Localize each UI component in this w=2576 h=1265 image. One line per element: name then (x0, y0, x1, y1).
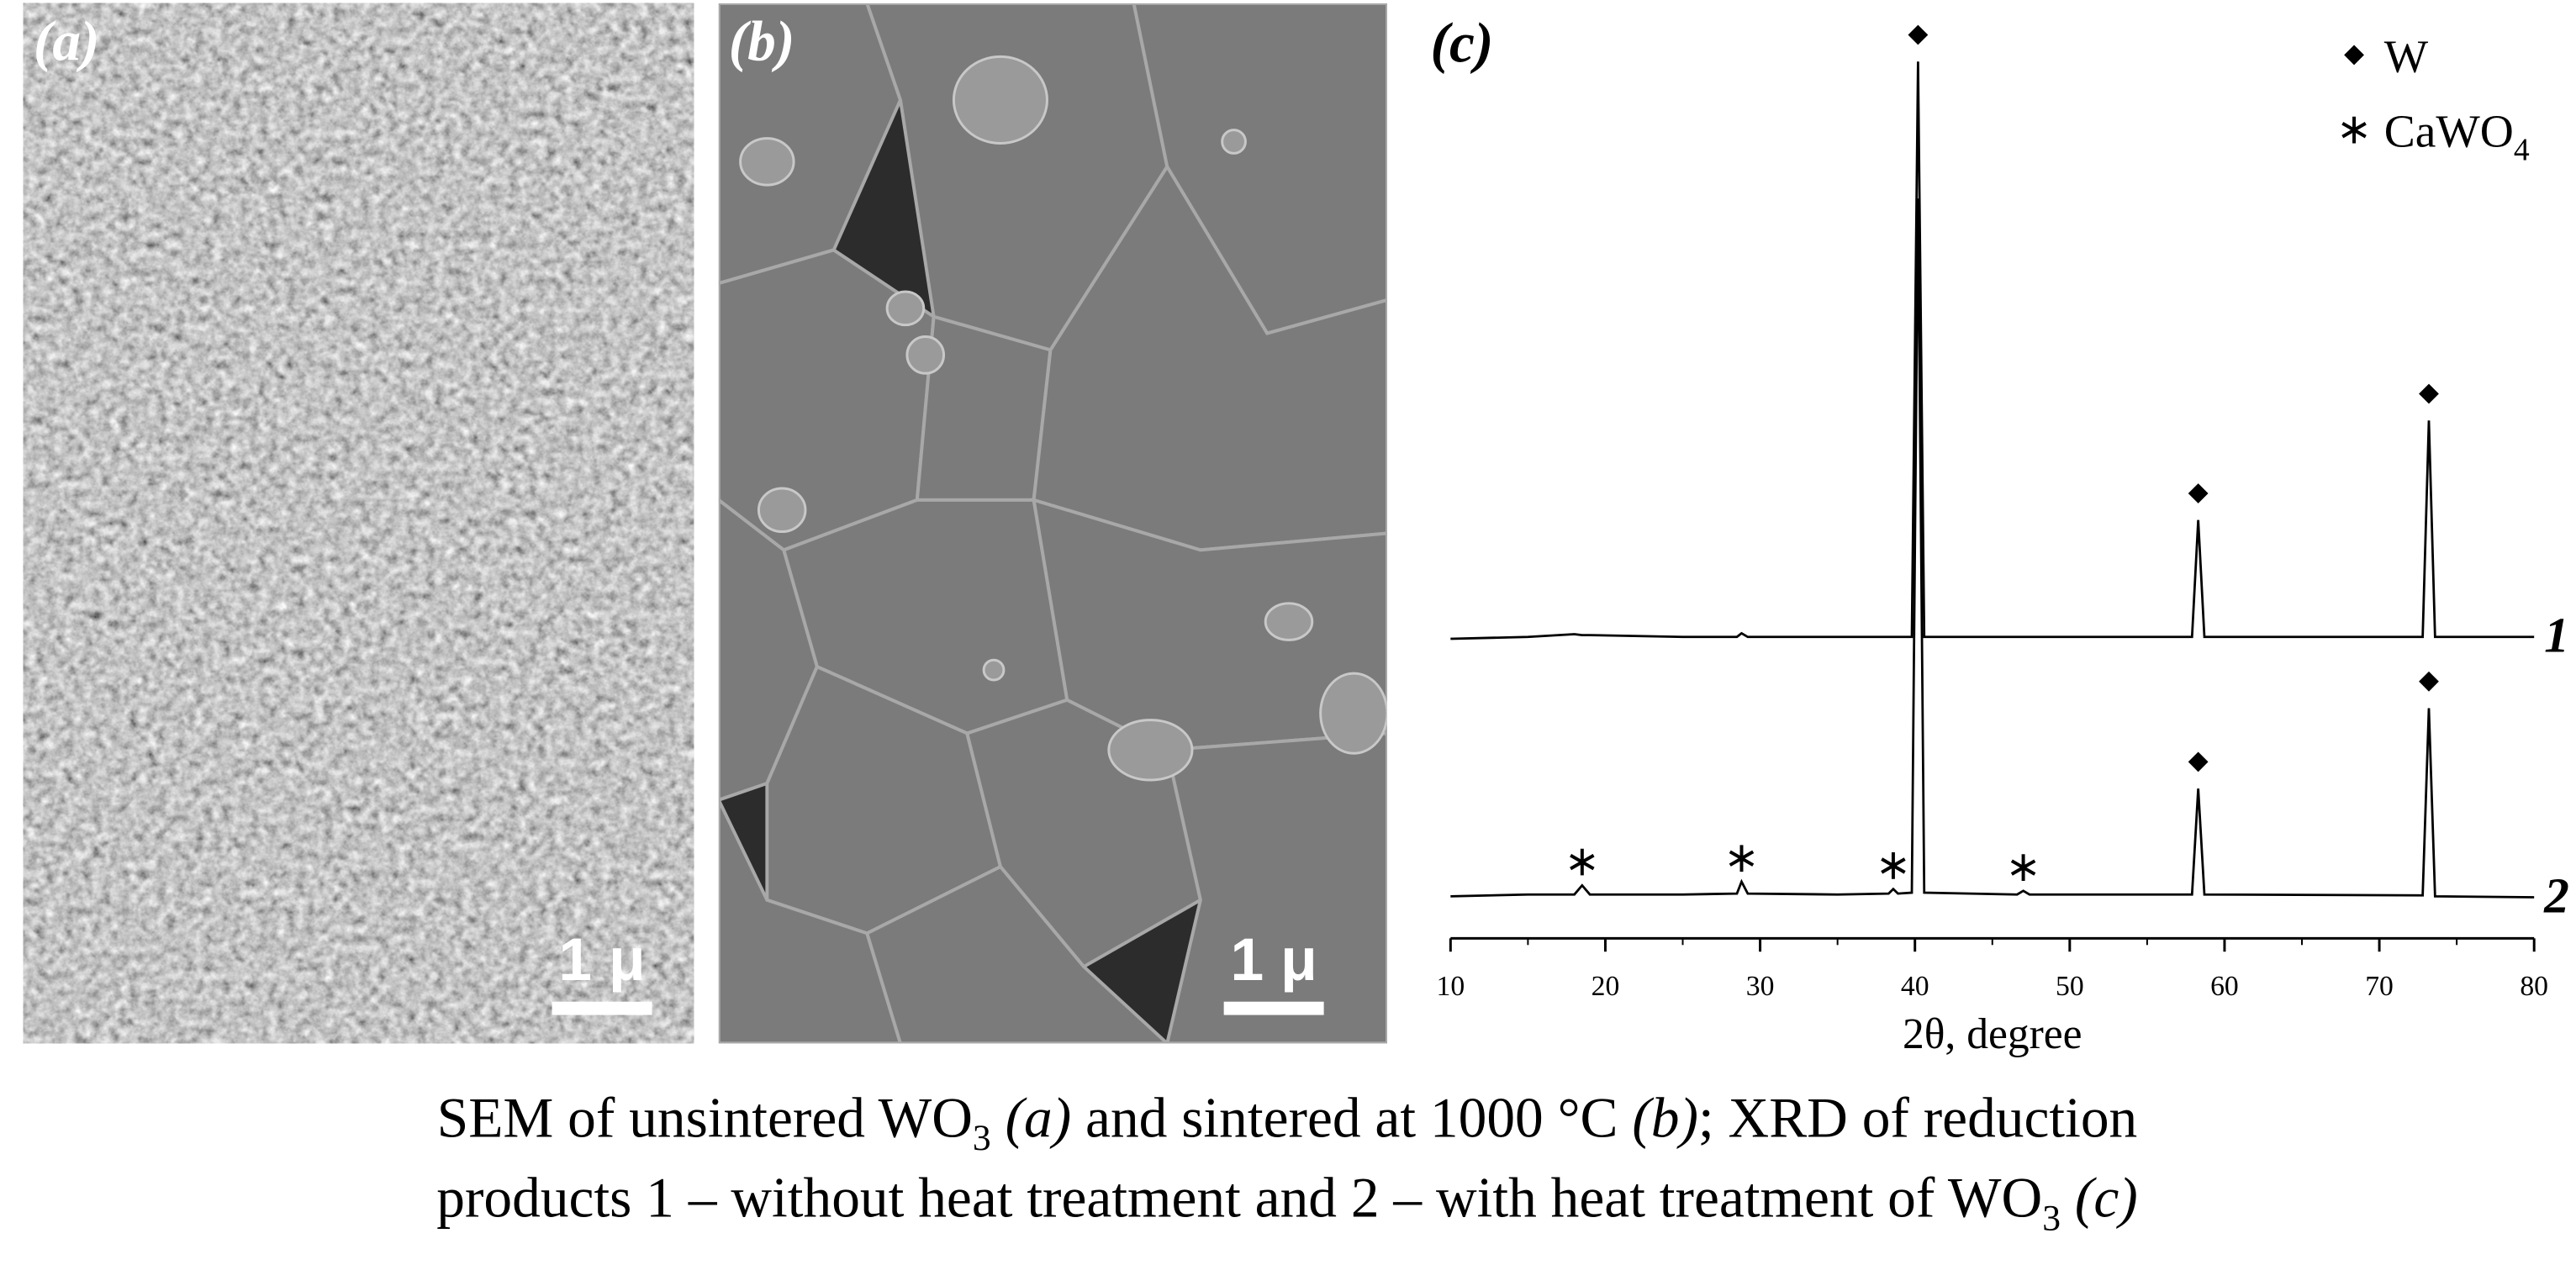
caption-segment: SEM of unsintered WO (437, 1086, 973, 1149)
xrd-trace (1450, 198, 2535, 899)
panel-label: (b) (729, 9, 795, 72)
caption-segment: ; XRD of reduction (1698, 1086, 2137, 1149)
caption-line: SEM of unsintered WO3 (a) and sintered a… (437, 1086, 2138, 1158)
peak-marker (2419, 671, 2439, 692)
x-tick-label: 80 (2520, 971, 2548, 1002)
caption-segment: (c) (2061, 1166, 2138, 1229)
particles (739, 55, 1387, 782)
peak-marker (2010, 854, 2036, 881)
x-tick-label: 60 (2210, 971, 2239, 1002)
series-label: 1 (2544, 608, 2569, 663)
scale-bar (1223, 1001, 1324, 1015)
x-tick-label: 10 (1436, 971, 1465, 1002)
scale-bar-label: 1 μ (1231, 926, 1317, 994)
legend-text: CaWO (2384, 106, 2514, 157)
caption-segment: (a) (991, 1086, 1071, 1149)
panel-label: (c) (1431, 11, 1494, 74)
legend-subscript: 4 (2514, 132, 2530, 167)
sem-panel-b: (b) 1 μ (718, 3, 1387, 1044)
series-label: 2 (2543, 867, 2569, 923)
x-axis-label: 2θ, degree (1903, 1010, 2082, 1058)
caption-segment: and sintered at 1000 °C (1071, 1086, 1632, 1149)
grains (718, 3, 1387, 1044)
scale-bar (552, 1001, 652, 1015)
x-tick-label: 20 (1592, 971, 1620, 1002)
x-tick-label: 30 (1746, 971, 1775, 1002)
peak-marker (1908, 24, 1929, 45)
panel-label: (a) (34, 9, 100, 72)
caption-segment: 3 (2042, 1198, 2061, 1238)
xrd-trace (1450, 61, 2535, 640)
x-tick-label: 50 (2056, 971, 2084, 1002)
peak-marker (2188, 751, 2209, 772)
caption-segment: products 1 – without heat treatment and … (436, 1166, 2042, 1229)
peak-marker (2188, 483, 2209, 503)
x-tick-label: 40 (1901, 971, 1929, 1002)
legend-label: CaWO4 (2384, 106, 2530, 167)
peak-marker (1729, 845, 1755, 872)
caption-segment: (b) (1632, 1086, 1698, 1149)
peak-marker (2419, 383, 2439, 404)
legend-text: W (2384, 31, 2429, 82)
sem-image (23, 3, 694, 1044)
legend-symbol (2344, 45, 2364, 66)
peak-marker (1881, 852, 1906, 879)
peak-marker (1570, 848, 1595, 876)
caption: SEM of unsintered WO3 (a) and sintered a… (436, 1086, 2137, 1238)
caption-segment: 3 (973, 1118, 991, 1158)
xrd-chart: (c) 2θ, degree 10 20 30 40 50 60 70 80 1 2 W CaWO4 (1431, 11, 2569, 1058)
scale-bar-label: 1 μ (558, 926, 645, 994)
legend-symbol (2341, 116, 2367, 144)
x-tick-label: 70 (2365, 971, 2394, 1002)
sem-panel-a: (a) 1 μ (23, 3, 694, 1044)
legend-label: W (2384, 31, 2429, 82)
caption-line: products 1 – without heat treatment and … (436, 1166, 2137, 1238)
